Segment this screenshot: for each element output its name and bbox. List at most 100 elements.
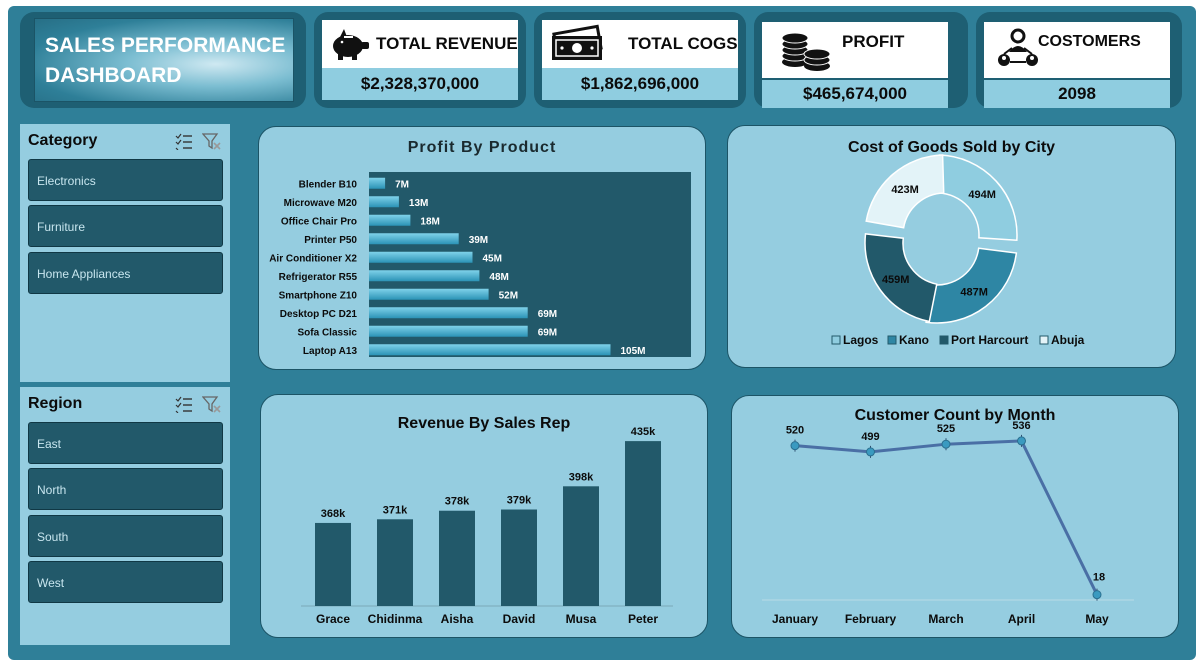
clear-filter-icon[interactable]: [202, 132, 222, 150]
kpi-label: PROFIT: [842, 32, 905, 51]
cash-icon: [552, 24, 603, 60]
data-label: 18: [1093, 572, 1105, 584]
data-label: 39M: [469, 235, 488, 246]
category-label: March: [928, 612, 963, 626]
bar: [369, 325, 528, 337]
category-label: Blender B10: [299, 179, 358, 190]
legend-label: Port Harcourt: [951, 333, 1028, 347]
data-label: 435k: [631, 426, 656, 438]
bar: [369, 196, 399, 208]
category-label: Refrigerator R55: [279, 272, 358, 283]
category-label: Air Conditioner X2: [269, 253, 357, 264]
category-label: Peter: [628, 612, 658, 626]
bar: [625, 441, 661, 606]
kpi-value-cogs: $1,862,696,000: [542, 68, 738, 100]
chart-title: Customer Count by Month: [854, 407, 1056, 424]
data-label: 18M: [420, 216, 439, 227]
kpi-header: COSTOMERS: [984, 22, 1170, 78]
slicer-title: Region: [28, 395, 83, 412]
category-label: Sofa Classic: [298, 327, 358, 338]
data-point: [866, 447, 875, 457]
clear-filter-icon[interactable]: [202, 395, 222, 413]
category-label: Aisha: [441, 612, 474, 626]
category-label: January: [772, 612, 818, 626]
bar: [369, 288, 489, 300]
data-label: 13M: [409, 198, 428, 209]
bar: [369, 233, 459, 245]
data-point: [790, 441, 800, 451]
data-label: 525: [937, 423, 955, 435]
slicer-item-electronics[interactable]: Electronics: [28, 159, 223, 201]
multi-select-icon[interactable]: [174, 395, 194, 413]
data-label: 7M: [395, 179, 409, 190]
data-point: [941, 439, 951, 449]
data-label: 45M: [483, 253, 502, 264]
data-label: 52M: [499, 290, 518, 301]
kpi-label: TOTAL COGS: [628, 34, 738, 53]
slicer-item-home-appliances[interactable]: Home Appliances: [28, 252, 223, 294]
data-label: 105M: [621, 346, 646, 357]
category-label: Printer P50: [304, 235, 357, 246]
slicer-item-east[interactable]: East: [28, 422, 223, 464]
category-label: Smartphone Z10: [279, 290, 358, 301]
chart-title: Cost of Goods Sold by City: [847, 139, 1056, 156]
kpi-value-revenue: $2,328,370,000: [322, 68, 518, 100]
slicer-item-south[interactable]: South: [28, 515, 223, 557]
slicer-item-furniture[interactable]: Furniture: [28, 205, 223, 247]
profit-by-product-panel: Profit By Product Blender B10 7M Microwave…: [258, 126, 706, 370]
data-label: 379k: [507, 495, 532, 507]
category-label: David: [503, 612, 536, 626]
category-label: Office Chair Pro: [281, 216, 357, 227]
kpi-header: TOTAL COGS: [542, 20, 738, 68]
legend-label: Abuja: [1051, 333, 1085, 347]
bar: [439, 510, 475, 606]
kpi-card-cogs: TOTAL COGS $1,862,696,000: [534, 12, 746, 108]
bar: [377, 519, 413, 606]
donut-slice: [937, 154, 1018, 242]
kpi-header: PROFIT: [762, 22, 948, 78]
revenue-by-rep-chart: 368k Grace 371k Chidinma 378k Aisha 379k David 3…: [301, 426, 673, 626]
donut-slice: [864, 233, 938, 323]
data-label: 48M: [489, 272, 508, 283]
category-label: Chidinma: [368, 612, 423, 626]
data-label: 536: [1012, 420, 1030, 432]
dashboard-title: SALES PERFORMANCE DASHBOARD: [45, 34, 286, 87]
bar: [369, 214, 411, 226]
data-label: 520: [786, 425, 804, 437]
kpi-label: TOTAL REVENUE: [376, 34, 518, 53]
bar: [369, 270, 480, 282]
kpi-value-customers: 2098: [984, 80, 1170, 108]
data-label: 371k: [383, 504, 408, 516]
data-point: [1092, 590, 1102, 600]
data-label: 459M: [882, 274, 910, 286]
slicer-item-west[interactable]: West: [28, 561, 223, 603]
legend-swatch: [1039, 335, 1049, 345]
piggy-bank-icon: [333, 29, 369, 60]
cogs-by-city-chart: 494M 487M 459M 423M Lagos Kano Port Harcourt Ab…: [831, 154, 1085, 347]
category-label: Grace: [316, 612, 350, 626]
kpi-card-profit: PROFIT $465,674,000: [754, 12, 968, 108]
data-label: 69M: [538, 309, 557, 320]
title-panel: SALES PERFORMANCE DASHBOARD: [34, 18, 294, 102]
donut-slice: [865, 154, 945, 229]
category-label: May: [1085, 612, 1109, 626]
category-label: April: [1008, 612, 1035, 626]
legend-label: Lagos: [843, 333, 879, 347]
legend-swatch: [887, 335, 897, 345]
data-label: 69M: [538, 327, 557, 338]
bar: [315, 522, 351, 606]
slicer-item-north[interactable]: North: [28, 468, 223, 510]
kpi-header: TOTAL REVENUE: [322, 20, 518, 68]
data-label: 494M: [968, 189, 996, 201]
data-label: 487M: [960, 286, 988, 298]
data-label: 378k: [445, 496, 470, 508]
region-slicer: Region East North South West: [20, 387, 230, 645]
category-label: Musa: [566, 612, 597, 626]
customer-count-panel: Customer Count by Month 520 January 499 Feb…: [731, 395, 1179, 638]
category-label: Microwave M20: [284, 198, 358, 209]
multi-select-icon[interactable]: [174, 132, 194, 150]
bar: [369, 307, 528, 319]
chart-title: Revenue By Sales Rep: [397, 415, 571, 432]
coins-icon: [781, 32, 831, 71]
people-network-icon: [998, 28, 1038, 66]
